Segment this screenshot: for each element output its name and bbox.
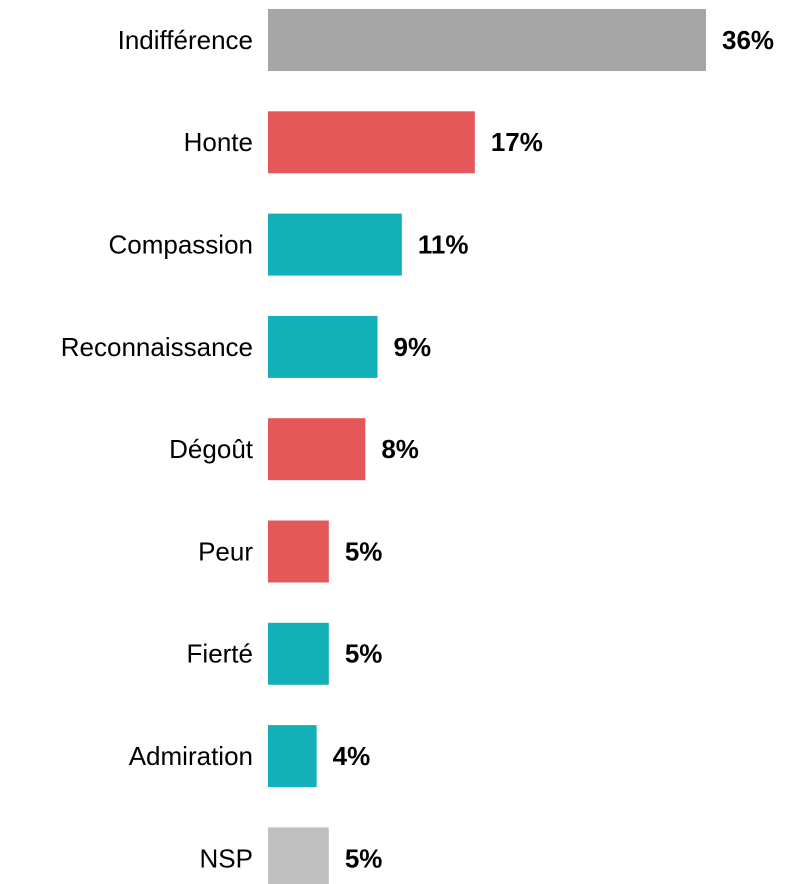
category-label: Compassion xyxy=(108,229,253,259)
bar xyxy=(268,111,475,174)
bar xyxy=(268,418,366,481)
category-label: NSP xyxy=(200,843,253,873)
category-label: Peur xyxy=(198,536,253,566)
value-label: 17% xyxy=(491,127,543,157)
bar xyxy=(268,725,317,788)
value-label: 5% xyxy=(345,639,383,669)
value-label: 8% xyxy=(381,434,419,464)
bar xyxy=(268,9,706,71)
value-label: 5% xyxy=(345,536,383,566)
bar xyxy=(268,213,402,276)
value-label: 5% xyxy=(345,843,383,873)
bar xyxy=(268,622,329,685)
category-label: Indifférence xyxy=(118,25,253,55)
category-label: Reconnaissance xyxy=(61,332,253,362)
category-label: Dégoût xyxy=(169,434,254,464)
bar xyxy=(268,520,329,583)
value-label: 4% xyxy=(333,741,371,771)
value-label: 36% xyxy=(722,25,774,55)
bar xyxy=(268,827,329,884)
category-label: Admiration xyxy=(129,741,253,771)
value-label: 9% xyxy=(394,332,432,362)
bar xyxy=(268,315,378,378)
category-label: Honte xyxy=(184,127,253,157)
category-label: Fierté xyxy=(187,639,253,669)
value-label: 11% xyxy=(418,229,469,259)
